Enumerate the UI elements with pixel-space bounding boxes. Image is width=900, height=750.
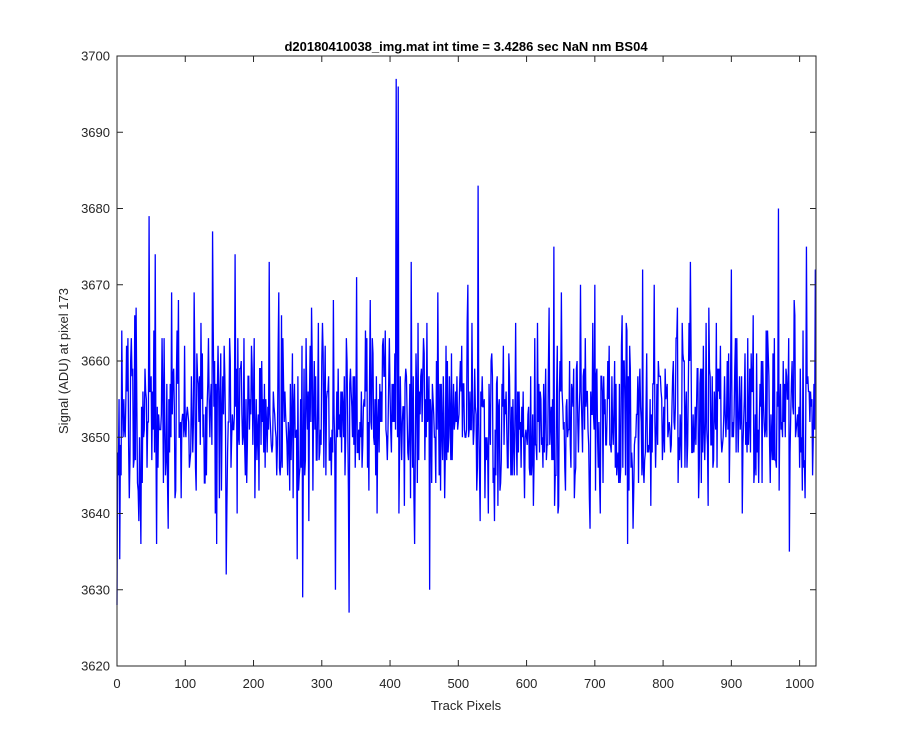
x-tick-label: 300 — [311, 676, 333, 691]
y-tick-label: 3630 — [81, 582, 110, 597]
x-axis: 0 100 200 300 400 500 600 700 800 900 1000 — [113, 56, 814, 691]
x-tick-label: 900 — [721, 676, 743, 691]
y-axis-label: Signal (ADU) at pixel 173 — [56, 288, 71, 434]
x-tick-label: 200 — [243, 676, 265, 691]
chart-title: d20180410038_img.mat int time = 3.4286 s… — [284, 39, 648, 54]
x-tick-label: 1000 — [785, 676, 814, 691]
y-axis: 3620 3630 3640 3650 3660 3670 3680 3690 3700 — [81, 49, 816, 674]
x-tick-label: 0 — [113, 676, 120, 691]
y-tick-label: 3640 — [81, 506, 110, 521]
x-tick-label: 600 — [516, 676, 538, 691]
y-tick-label: 3700 — [81, 49, 110, 64]
x-axis-label: Track Pixels — [431, 698, 502, 713]
x-tick-label: 800 — [652, 676, 674, 691]
x-tick-label: 100 — [174, 676, 196, 691]
y-tick-label: 3680 — [81, 201, 110, 216]
y-tick-label: 3660 — [81, 354, 110, 369]
x-tick-label: 700 — [584, 676, 606, 691]
y-tick-label: 3690 — [81, 125, 110, 140]
x-tick-label: 400 — [379, 676, 401, 691]
plot-area — [116, 55, 817, 667]
x-tick-label: 500 — [447, 676, 469, 691]
y-tick-label: 3650 — [81, 430, 110, 445]
y-tick-label: 3670 — [81, 277, 110, 292]
y-tick-label: 3620 — [81, 659, 110, 674]
series-group — [116, 78, 816, 613]
series-line — [116, 78, 816, 613]
